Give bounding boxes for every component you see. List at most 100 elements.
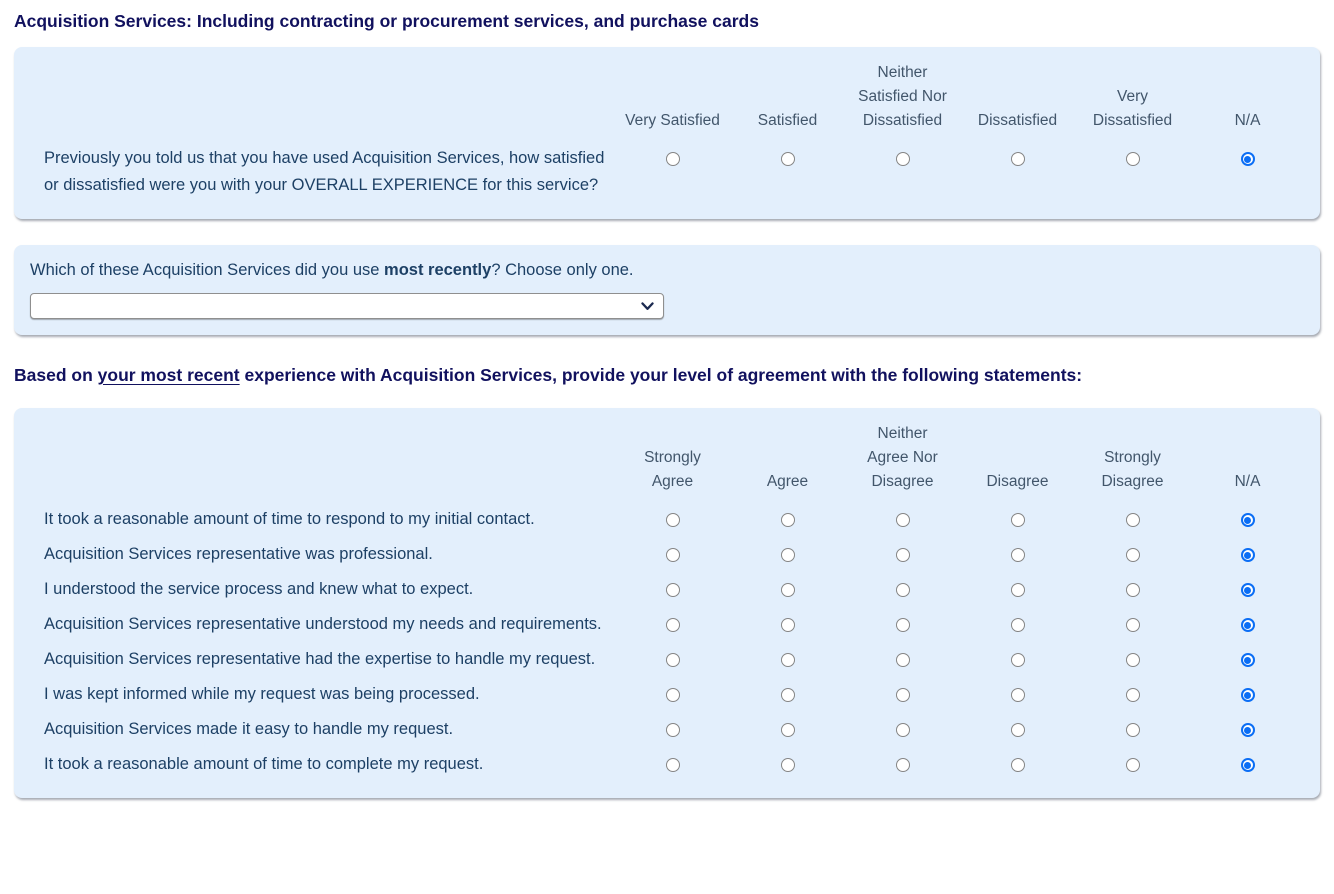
radio-strongly-agree[interactable] [665,583,680,597]
radio-neither-agree-nor-disagree[interactable] [895,723,910,737]
column-header-n-a: N/A [1234,112,1261,129]
statement-label: I understood the service process and kne… [44,580,474,598]
radio-cell [845,141,960,166]
radio-agree[interactable] [780,548,795,562]
radio-cell [960,642,1075,667]
header-spacer [30,61,615,69]
radio-disagree[interactable] [1010,513,1025,527]
radio-strongly-disagree[interactable] [1125,548,1140,562]
radio-cell [1075,537,1190,562]
column-header-neither-agree-nor-disagree: Neither Agree Nor Disagree [867,425,938,490]
radio-cell [730,141,845,166]
statement-label: It took a reasonable amount of time to c… [44,755,484,773]
radio-cell [960,502,1075,527]
radio-n-a[interactable] [1240,653,1255,667]
radio-dissatisfied[interactable] [1010,152,1025,166]
statement-label: I was kept informed while my request was… [44,685,480,703]
column-header-satisfied: Satisfied [757,112,818,129]
radio-agree[interactable] [780,723,795,737]
radio-agree[interactable] [780,688,795,702]
radio-neither-agree-nor-disagree[interactable] [895,688,910,702]
agreement-section-heading: Based on your most recent experience wit… [14,365,1320,386]
recent-service-select[interactable] [30,293,664,319]
radio-strongly-disagree[interactable] [1125,618,1140,632]
radio-neither-agree-nor-disagree[interactable] [895,513,910,527]
radio-cell [1075,642,1190,667]
column-header-very-dissatisfied: Very Dissatisfied [1092,88,1173,129]
radio-cell [1075,677,1190,702]
radio-cell [615,642,730,667]
radio-n-a[interactable] [1240,688,1255,702]
heading-prefix: Based on [14,365,98,385]
satisfaction-panel: Very Satisfied Satisfied Neither Satisfied… [14,47,1320,219]
radio-strongly-disagree[interactable] [1125,653,1140,667]
radio-n-a[interactable] [1240,513,1255,527]
radio-strongly-agree[interactable] [665,618,680,632]
radio-cell [730,712,845,737]
radio-strongly-agree[interactable] [665,758,680,772]
radio-neither-agree-nor-disagree[interactable] [895,548,910,562]
radio-strongly-disagree[interactable] [1125,513,1140,527]
radio-agree[interactable] [780,758,795,772]
matrix-row: It took a reasonable amount of time to c… [30,747,1305,782]
radio-cell [1190,537,1305,562]
radio-n-a[interactable] [1240,548,1255,562]
recent-service-panel: Which of these Acquisition Services did … [14,245,1320,335]
radio-disagree[interactable] [1010,688,1025,702]
radio-cell [960,677,1075,702]
radio-n-a[interactable] [1240,583,1255,597]
radio-disagree[interactable] [1010,618,1025,632]
radio-agree[interactable] [780,513,795,527]
radio-very-dissatisfied[interactable] [1125,152,1140,166]
question-suffix: ? Choose only one. [491,261,634,279]
radio-disagree[interactable] [1010,653,1025,667]
radio-neither-agree-nor-disagree[interactable] [895,583,910,597]
radio-cell [1190,747,1305,772]
radio-neither-satisfied-nor-dissatisfied[interactable] [895,152,910,166]
radio-cell [730,607,845,632]
radio-disagree[interactable] [1010,583,1025,597]
radio-agree[interactable] [780,583,795,597]
question-emphasis: most recently [384,261,492,279]
radio-cell [960,572,1075,597]
radio-cell [615,712,730,737]
matrix-row: Acquisition Services representative had … [30,642,1305,677]
radio-cell [845,607,960,632]
radio-strongly-disagree[interactable] [1125,758,1140,772]
radio-agree[interactable] [780,618,795,632]
radio-strongly-agree[interactable] [665,653,680,667]
page-title: Acquisition Services: Including contract… [14,11,759,31]
matrix-row: I understood the service process and kne… [30,572,1305,607]
radio-satisfied[interactable] [780,152,795,166]
radio-n-a[interactable] [1240,723,1255,737]
radio-cell [845,747,960,772]
statement-label: Acquisition Services representative was … [44,545,433,563]
radio-n-a[interactable] [1240,152,1255,166]
radio-very-satisfied[interactable] [665,152,680,166]
radio-strongly-disagree[interactable] [1125,688,1140,702]
matrix-row: Previously you told us that you have use… [30,141,1305,203]
radio-disagree[interactable] [1010,758,1025,772]
radio-n-a[interactable] [1240,758,1255,772]
radio-cell [960,537,1075,562]
radio-strongly-agree[interactable] [665,548,680,562]
radio-cell [1075,572,1190,597]
radio-neither-agree-nor-disagree[interactable] [895,758,910,772]
radio-strongly-disagree[interactable] [1125,723,1140,737]
radio-disagree[interactable] [1010,723,1025,737]
radio-strongly-agree[interactable] [665,723,680,737]
radio-agree[interactable] [780,653,795,667]
radio-cell [1075,502,1190,527]
radio-cell [730,677,845,702]
radio-cell [845,677,960,702]
radio-neither-agree-nor-disagree[interactable] [895,653,910,667]
radio-strongly-disagree[interactable] [1125,583,1140,597]
matrix-row: Acquisition Services representative was … [30,537,1305,572]
radio-neither-agree-nor-disagree[interactable] [895,618,910,632]
radio-cell [845,502,960,527]
radio-disagree[interactable] [1010,548,1025,562]
radio-n-a[interactable] [1240,618,1255,632]
heading-suffix: experience with Acquisition Services, pr… [239,365,1083,385]
radio-strongly-agree[interactable] [665,513,680,527]
radio-strongly-agree[interactable] [665,688,680,702]
